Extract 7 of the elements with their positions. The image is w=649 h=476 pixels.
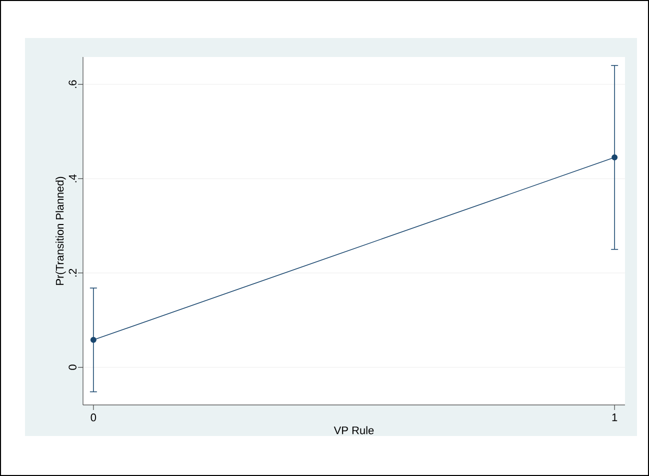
y-tick-label: .6 [68, 80, 76, 88]
y-tick-label: .2 [68, 268, 76, 277]
y-tick-label: 0 [68, 364, 76, 370]
y-axis-title: Pr(Transition Planned) [56, 176, 66, 285]
y-tick-label: .4 [68, 174, 76, 182]
x-tick-label: 1 [612, 414, 618, 422]
x-axis-title: VP Rule [334, 426, 374, 434]
